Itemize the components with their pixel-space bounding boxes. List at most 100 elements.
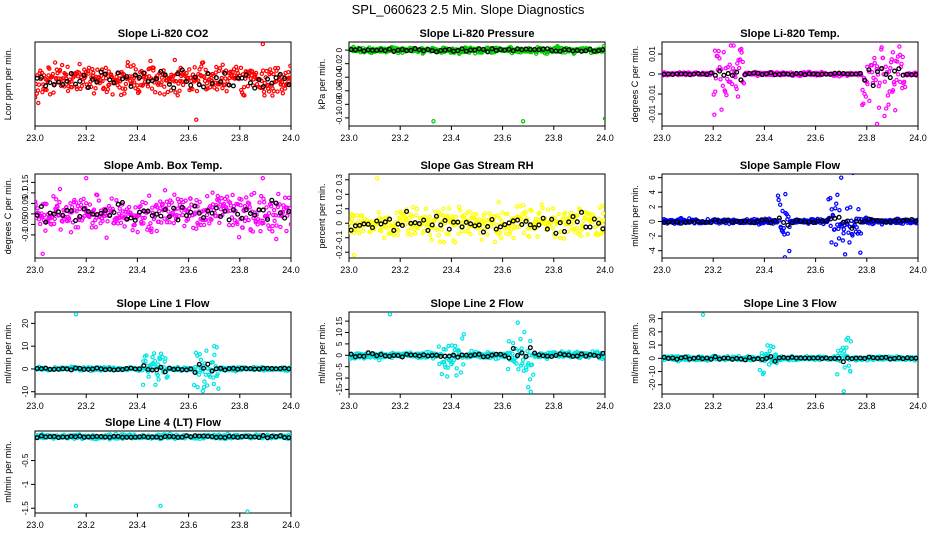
overlay-point	[218, 213, 224, 219]
data-point	[260, 68, 266, 73]
outlier-point	[73, 312, 79, 317]
data-point	[213, 364, 218, 369]
data-point	[523, 209, 528, 214]
data-point	[104, 235, 109, 240]
points-group	[35, 312, 291, 394]
data-point	[255, 222, 260, 227]
data-point	[529, 362, 535, 367]
overlay-point	[574, 219, 580, 225]
overlay-point	[429, 48, 435, 54]
y-tick-label: 0	[21, 366, 30, 371]
overlay-point	[583, 224, 589, 230]
data-point	[479, 237, 484, 242]
overlay-point	[77, 213, 83, 220]
data-point	[765, 343, 770, 348]
data-point	[241, 84, 247, 90]
data-point	[383, 225, 388, 230]
overlay-point	[55, 209, 62, 215]
data-point	[135, 229, 140, 235]
x-tick-label: 24.0	[909, 133, 927, 143]
overlay-point	[596, 220, 602, 226]
overlay-point	[277, 210, 283, 216]
overlay-point	[141, 363, 147, 369]
data-point	[480, 220, 486, 225]
data-point	[183, 198, 188, 203]
data-point	[198, 357, 204, 363]
data-point	[870, 80, 876, 86]
data-point	[186, 206, 192, 211]
data-point	[168, 88, 174, 93]
x-tick-label: 23.4	[129, 401, 147, 411]
data-point	[267, 67, 273, 72]
overlay-point	[145, 79, 151, 85]
data-point	[535, 216, 541, 222]
overlay-point	[763, 217, 770, 223]
data-point	[454, 366, 459, 371]
data-point	[511, 235, 516, 241]
overlay-point	[391, 48, 397, 54]
data-point	[73, 225, 78, 230]
x-tick-label: 24.0	[596, 133, 614, 143]
overlay-point	[463, 219, 469, 225]
outlier-point	[431, 119, 436, 124]
data-point	[858, 231, 864, 236]
data-point	[44, 87, 49, 93]
overlay-point	[836, 214, 842, 220]
data-point	[526, 234, 532, 239]
overlay-point	[840, 359, 846, 365]
panel-4: Slope Amb. Box Temp.degrees C per min.23…	[3, 160, 300, 275]
overlay-point	[43, 83, 49, 89]
data-point	[264, 68, 269, 74]
overlay-point	[72, 81, 79, 87]
data-point	[556, 211, 562, 217]
data-point	[468, 232, 473, 237]
data-point	[775, 193, 781, 198]
data-point	[482, 211, 488, 216]
data-point	[781, 225, 786, 231]
overlay-point	[502, 353, 508, 359]
x-tick-label: 23.8	[231, 520, 249, 530]
overlay-point	[455, 219, 461, 225]
overlay-point	[51, 433, 57, 440]
chart-title: Slope Line 3 Flow	[744, 298, 837, 310]
overlay-point	[781, 219, 787, 226]
x-tick-label: 23.0	[653, 265, 671, 275]
y-tick-label: -5	[335, 363, 344, 371]
data-point	[273, 213, 278, 218]
data-point	[44, 201, 49, 207]
data-point	[841, 349, 847, 354]
overlay-point	[836, 355, 842, 361]
x-tick-label: 23.2	[391, 133, 409, 143]
data-point	[201, 222, 207, 228]
data-point	[162, 84, 167, 89]
data-point	[90, 66, 95, 72]
data-point	[165, 374, 170, 379]
data-point	[209, 217, 214, 222]
data-point	[848, 339, 854, 344]
data-point	[228, 69, 233, 75]
data-point	[64, 72, 69, 77]
data-point	[272, 218, 277, 224]
x-tick-label: 23.4	[443, 265, 461, 275]
overlay-point	[519, 350, 525, 356]
data-point	[196, 222, 201, 227]
data-point	[238, 65, 244, 71]
overlay-point	[136, 74, 143, 80]
data-point	[219, 75, 224, 81]
overlay-point	[823, 218, 829, 224]
overlay-point	[378, 221, 384, 227]
outlier-point	[40, 251, 45, 256]
page-title: SPL_060623 2.5 Min. Slope Diagnostics	[351, 2, 585, 17]
overlay-point	[514, 352, 521, 359]
overlay-point	[523, 218, 529, 224]
overlay-point	[540, 215, 546, 221]
overlay-point	[107, 77, 113, 83]
overlay-point	[60, 213, 66, 219]
x-tick-label: 23.0	[340, 401, 358, 411]
x-tick-label: 23.4	[756, 133, 774, 143]
data-point	[83, 200, 89, 206]
y-axis-label: ml/min per min.	[3, 441, 13, 503]
data-point	[519, 215, 524, 220]
y-tick-label: -0.04	[335, 68, 344, 87]
data-point	[890, 50, 896, 55]
